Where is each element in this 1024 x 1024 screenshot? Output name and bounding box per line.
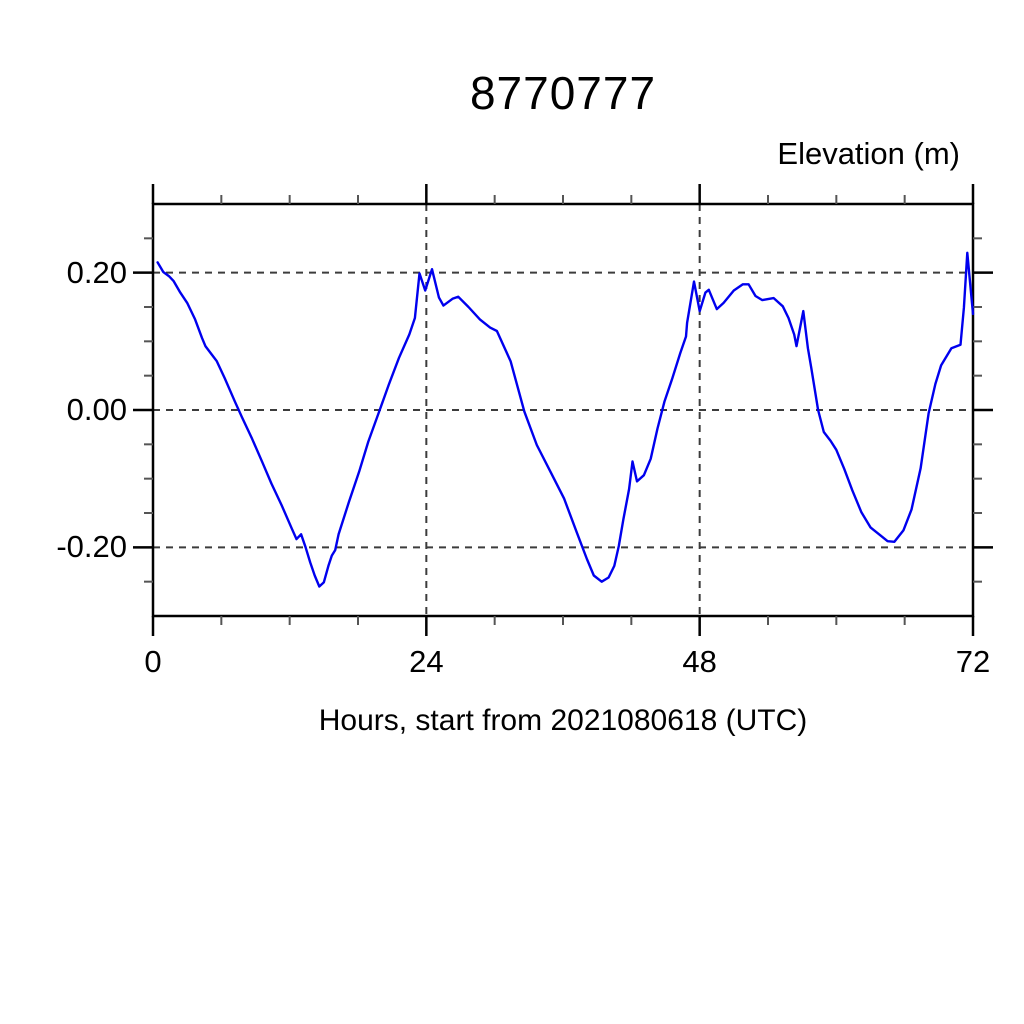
y-tick-label-0.00: 0.00 [66,392,127,427]
x-tick-label-24: 24 [409,644,444,679]
x-tick-label-0: 0 [144,644,162,679]
chart-title: 8770777 [469,67,657,119]
y-axis-title: Elevation (m) [777,136,960,171]
x-axis-title: Hours, start from 2021080618 (UTC) [318,704,808,737]
x-tick-label-48: 48 [682,644,717,679]
y-tick-label-0.20: 0.20 [66,254,127,290]
x-tick-label-72: 72 [955,644,991,679]
y-tick-label--0.20: -0.20 [56,529,127,565]
elevation-line [156,251,975,588]
